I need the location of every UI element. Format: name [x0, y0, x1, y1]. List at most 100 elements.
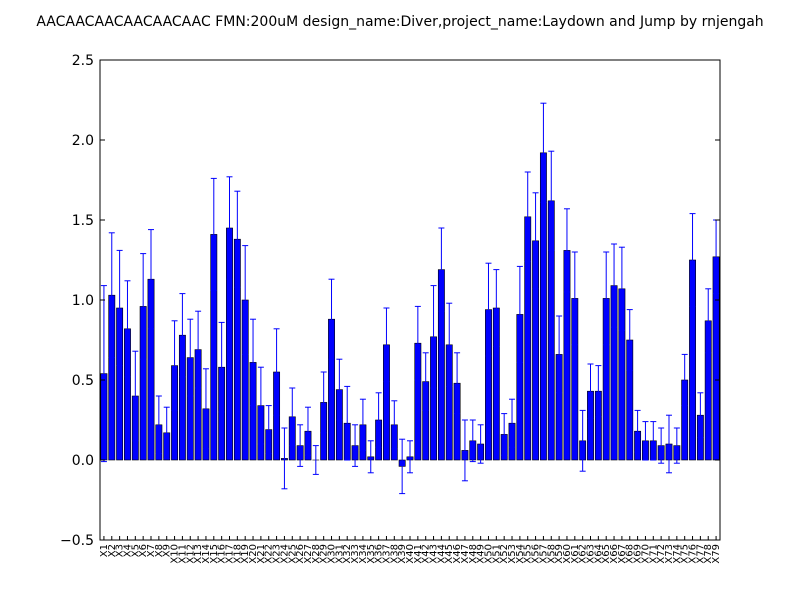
x-tick-label: X33: [350, 544, 361, 564]
x-tick-label: X74: [672, 544, 683, 564]
x-tick-label: X79: [711, 544, 722, 564]
y-tick-label: 0.5: [72, 373, 94, 389]
error-bar-X13: [195, 310, 202, 389]
x-tick-label: X45: [444, 544, 455, 564]
chart-title: AACAACAACAACAACAAC FMN:200uM design_name…: [36, 14, 763, 30]
error-bar-X35: [367, 440, 374, 474]
x-tick-label: X58: [546, 544, 557, 564]
error-bar-X22: [265, 405, 272, 455]
error-bar-X2: [108, 232, 115, 359]
x-tick-label: X34: [358, 544, 369, 564]
x-tick-label: X36: [374, 544, 385, 564]
error-bar-X21: [257, 366, 264, 445]
error-bar-X56: [532, 192, 539, 290]
error-bar-X58: [548, 150, 555, 251]
x-tick-label: X25: [287, 544, 298, 564]
x-tick-label: X44: [436, 544, 447, 564]
error-bar-X62: [579, 409, 586, 472]
x-tick-label: X75: [680, 544, 691, 564]
error-bar-X27: [304, 406, 311, 456]
x-tick-label: X55: [523, 544, 534, 564]
x-tick-label: X69: [633, 544, 644, 564]
y-tick-label: 2.5: [72, 53, 94, 69]
x-tick-label: X78: [703, 544, 714, 564]
error-bar-X67: [618, 246, 625, 331]
x-tick-label: X23: [272, 544, 283, 564]
y-tick-label: 1.5: [72, 213, 94, 229]
x-tick-label: X40: [405, 544, 416, 564]
x-tick-label: X22: [264, 544, 275, 564]
y-tick-label: 2.0: [72, 133, 94, 149]
y-tick-label: 1.0: [72, 293, 94, 309]
x-tick-label: X54: [515, 544, 526, 564]
x-tick-label: X15: [209, 544, 220, 564]
x-tick-label: X19: [240, 544, 251, 564]
error-bar-X14: [202, 368, 209, 450]
x-tick-label: X31: [334, 544, 345, 564]
error-bar-X9: [163, 406, 170, 459]
x-tick-label: X38: [389, 544, 400, 564]
error-bar-X37: [383, 307, 390, 383]
x-tick-label: X1: [99, 544, 110, 557]
error-bar-X48: [469, 419, 476, 463]
error-bar-X76: [689, 213, 696, 307]
error-bar-X29: [320, 371, 327, 434]
error-bar-X5: [132, 350, 139, 442]
x-tick-label: X47: [460, 544, 471, 564]
x-tick-label: X56: [531, 544, 542, 564]
x-tick-label: X30: [327, 544, 338, 564]
error-bar-X18: [234, 190, 241, 288]
x-tick-label: X77: [695, 544, 706, 564]
error-bar-X31: [336, 358, 343, 421]
error-bar-X75: [681, 353, 688, 407]
error-bar-X7: [148, 229, 155, 330]
x-tick-label: X2: [107, 544, 118, 557]
error-bar-X64: [595, 365, 602, 418]
error-bar-X70: [642, 421, 649, 461]
x-tick-label: X32: [342, 544, 353, 564]
error-bar-X15: [210, 177, 217, 291]
error-bar-X1: [100, 285, 107, 463]
x-tick-label: X57: [538, 544, 549, 564]
x-tick-label: X27: [303, 544, 314, 564]
error-bar-X30: [328, 278, 335, 360]
x-tick-label: X5: [130, 544, 141, 557]
x-tick-label: X71: [648, 544, 659, 564]
x-tick-label: X46: [452, 544, 463, 564]
error-bar-X71: [650, 421, 657, 461]
x-tick-label: X41: [413, 544, 424, 564]
error-bar-X42: [422, 352, 429, 411]
x-tick-label: X59: [554, 544, 565, 564]
x-tick-label: X49: [476, 544, 487, 564]
error-bar-X66: [611, 243, 618, 328]
x-tick-label: X53: [507, 544, 518, 564]
x-tick-label: X73: [664, 544, 675, 564]
error-bar-X26: [297, 424, 304, 467]
x-tick-label: X60: [562, 544, 573, 564]
error-bar-X52: [501, 413, 508, 456]
x-tick-label: X21: [256, 544, 267, 564]
error-bar-X17: [226, 176, 233, 280]
error-bar-X41: [414, 305, 421, 381]
error-bar-X73: [665, 414, 672, 474]
error-bar-X39: [399, 438, 406, 495]
error-bar-X24: [281, 427, 288, 490]
error-bar-X12: [187, 318, 194, 397]
error-bar-X25: [289, 387, 296, 447]
x-tick-label: X7: [146, 544, 157, 557]
error-bar-X3: [116, 249, 123, 367]
error-bar-X69: [634, 409, 641, 453]
x-tick-label: X16: [217, 544, 228, 564]
x-tick-label: X24: [279, 544, 290, 564]
error-bar-X43: [430, 285, 437, 389]
x-tick-label: X70: [640, 544, 651, 564]
error-bar-X8: [155, 395, 162, 455]
error-bar-X61: [571, 251, 578, 346]
x-tick-label: X42: [421, 544, 432, 564]
error-bar-X65: [603, 251, 610, 346]
x-tick-label: X52: [499, 544, 510, 564]
error-bars-group: [100, 102, 720, 495]
error-bar-X45: [446, 302, 453, 387]
x-tick-label: X20: [248, 544, 259, 564]
